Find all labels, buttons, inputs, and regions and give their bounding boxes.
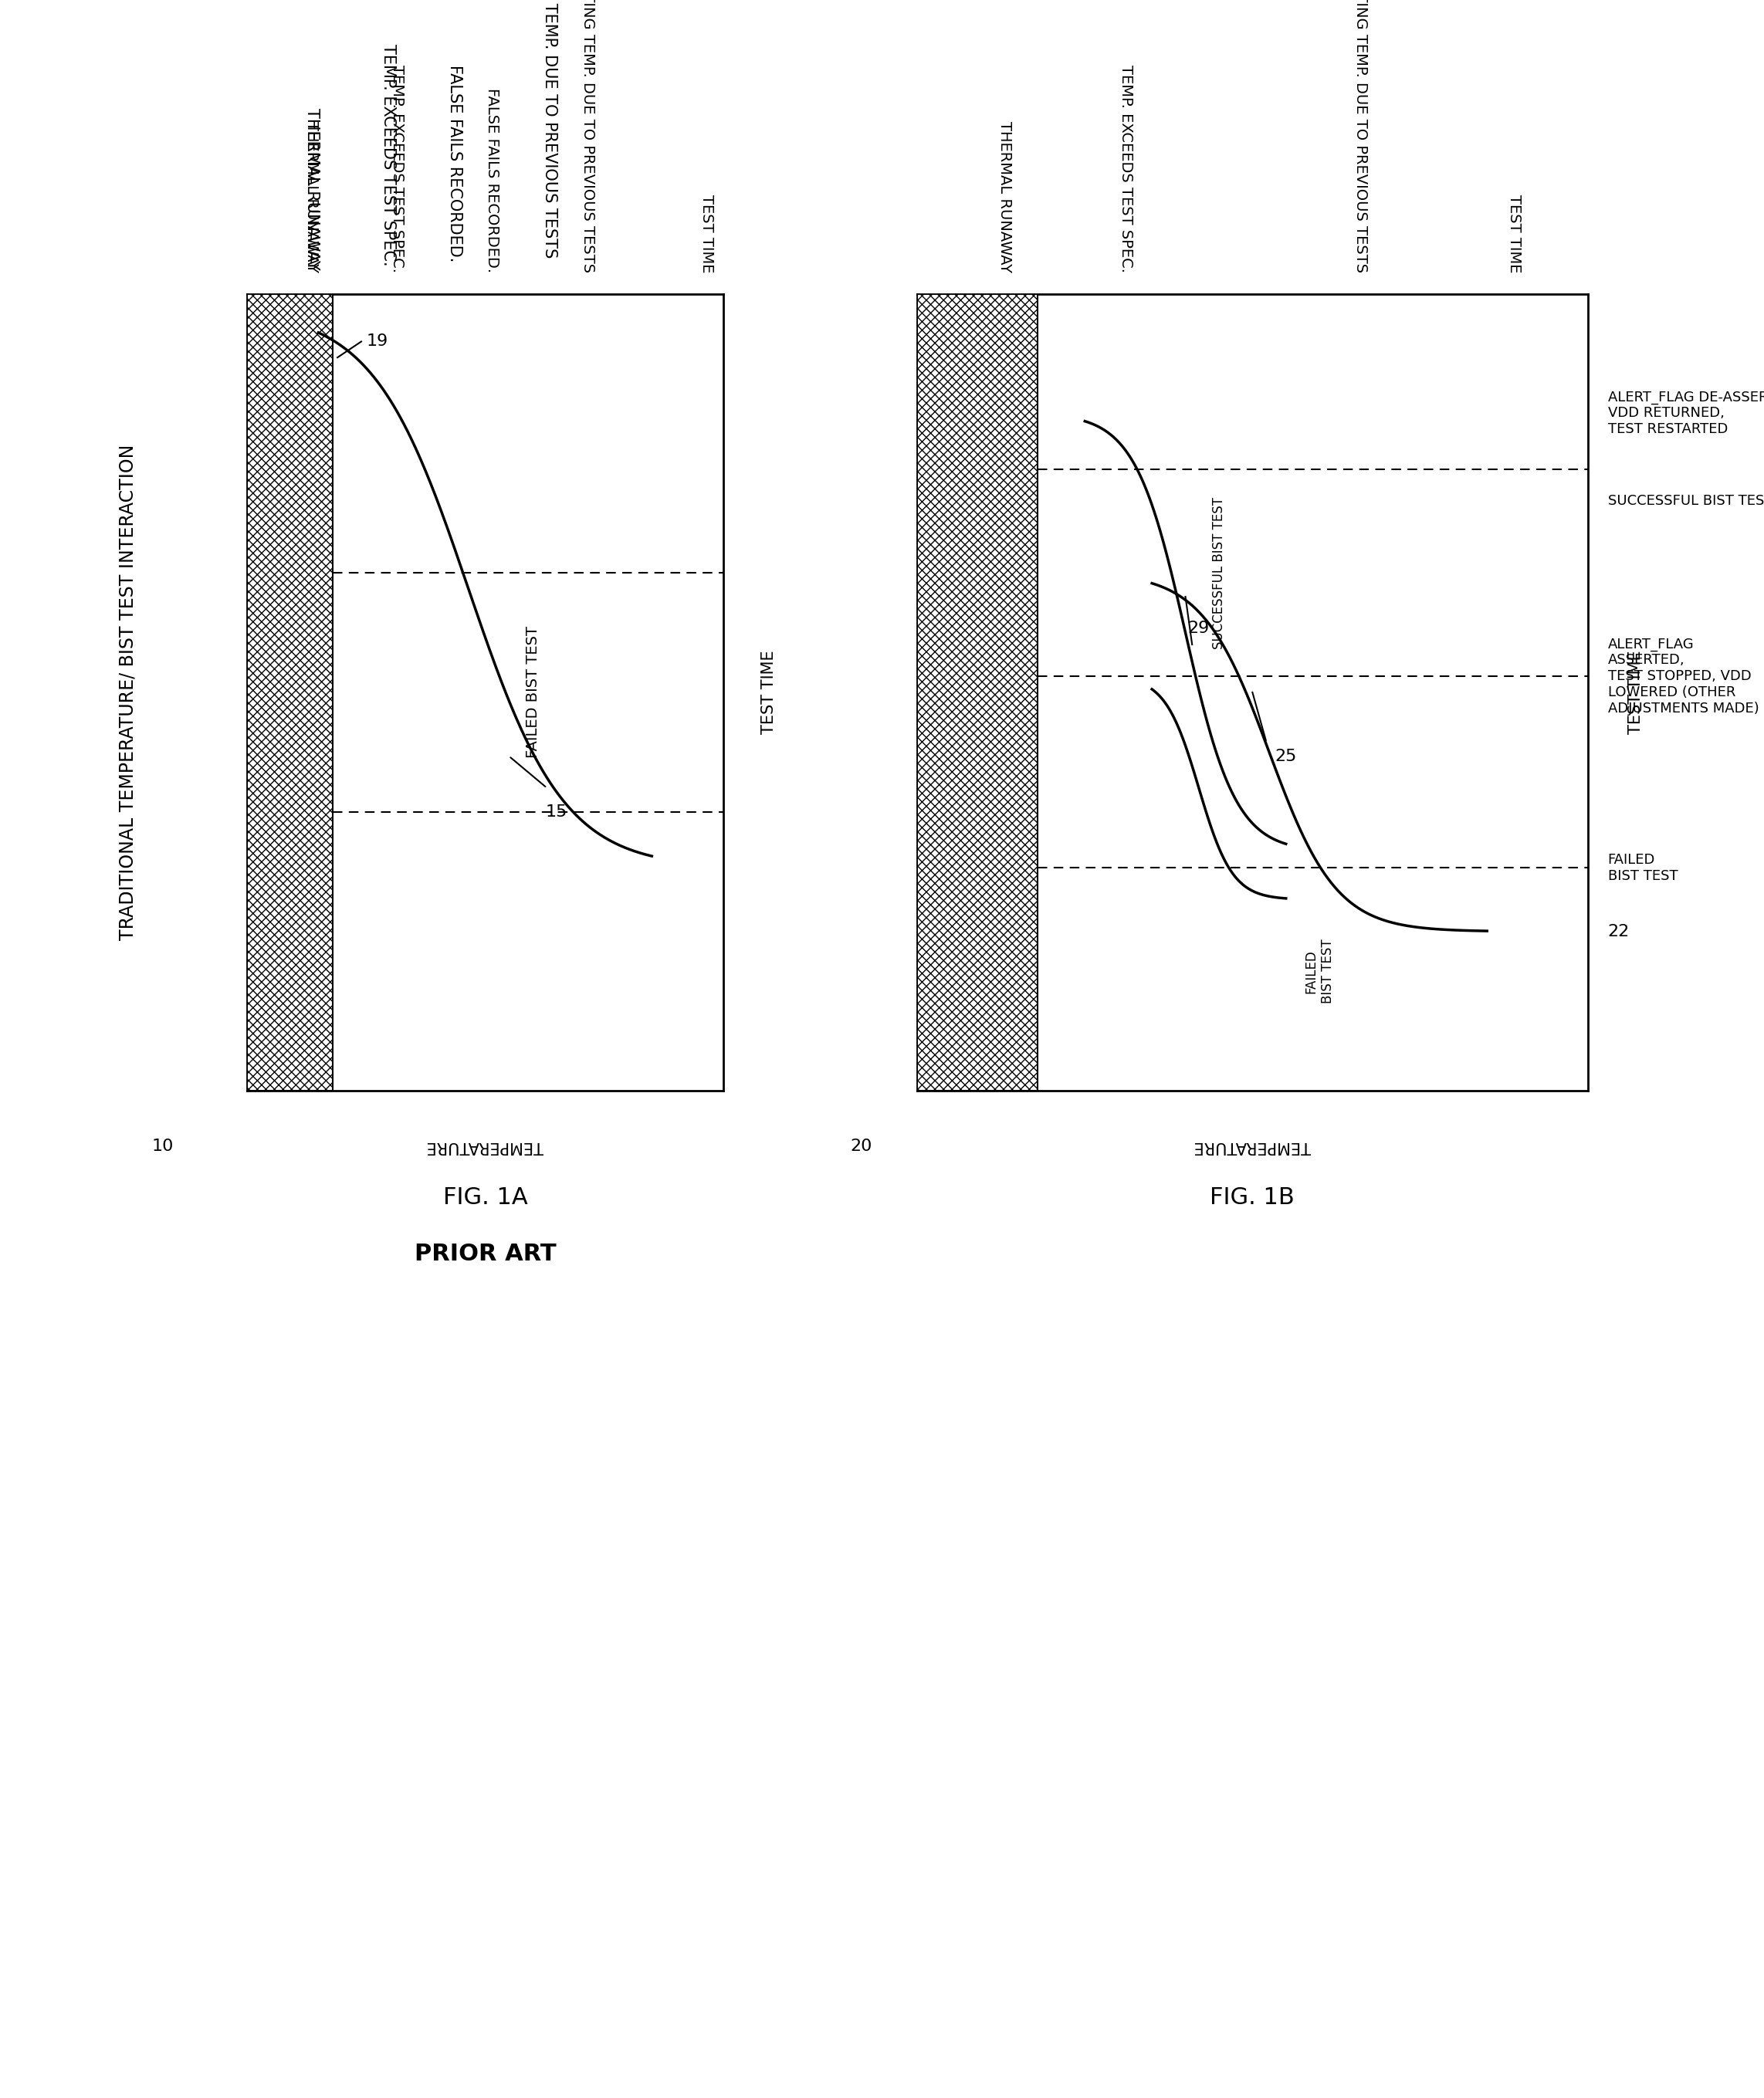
Text: TEMP. EXCEEDS TEST SPEC.: TEMP. EXCEEDS TEST SPEC. <box>381 44 395 266</box>
Text: TEST TIME: TEST TIME <box>1506 195 1522 273</box>
Bar <box>247 294 333 1091</box>
Text: STARTING TEMP. DUE TO PREVIOUS TESTS: STARTING TEMP. DUE TO PREVIOUS TESTS <box>1353 0 1367 273</box>
Text: 25: 25 <box>1275 749 1297 764</box>
Text: 29: 29 <box>1187 621 1210 636</box>
Text: FALSE FAILS RECORDED.: FALSE FAILS RECORDED. <box>485 88 499 273</box>
Text: TEMP. EXCEEDS TEST SPEC.: TEMP. EXCEEDS TEST SPEC. <box>1118 65 1132 273</box>
Text: STARTING TEMP. DUE TO PREVIOUS TESTS: STARTING TEMP. DUE TO PREVIOUS TESTS <box>542 0 557 258</box>
Text: FAILED BIST TEST: FAILED BIST TEST <box>526 627 540 757</box>
Text: ALERT_FLAG
ASSERTED,
TEST STOPPED, VDD
LOWERED (OTHER
ADJUSTMENTS MADE): ALERT_FLAG ASSERTED, TEST STOPPED, VDD L… <box>1607 638 1759 715</box>
Bar <box>917 294 1037 1091</box>
Text: TEST TIME: TEST TIME <box>762 650 776 734</box>
Text: PRIOR ART: PRIOR ART <box>415 1242 556 1265</box>
Bar <box>917 294 1037 1091</box>
Text: 15: 15 <box>545 804 568 820</box>
Text: ALERT_FLAG DE-ASSERTED,
VDD RETURNED,
TEST RESTARTED: ALERT_FLAG DE-ASSERTED, VDD RETURNED, TE… <box>1607 390 1764 436</box>
Text: 20: 20 <box>850 1139 871 1154</box>
Text: TEMPERATURE: TEMPERATURE <box>1194 1139 1311 1154</box>
Text: 10: 10 <box>152 1139 173 1154</box>
Text: THERMAL RUNAWAY: THERMAL RUNAWAY <box>303 122 319 273</box>
Text: SUCCESSFUL BIST TEST: SUCCESSFUL BIST TEST <box>1607 493 1764 508</box>
Text: 22: 22 <box>1607 923 1630 940</box>
Text: STARTING TEMP. DUE TO PREVIOUS TESTS: STARTING TEMP. DUE TO PREVIOUS TESTS <box>580 0 594 273</box>
Text: TEST TIME: TEST TIME <box>1628 650 1644 734</box>
Text: TEST TIME: TEST TIME <box>699 195 714 273</box>
Text: 19: 19 <box>367 334 388 348</box>
Text: THERMAL RUNAWAY: THERMAL RUNAWAY <box>998 122 1013 273</box>
Text: FALSE FAILS RECORDED.: FALSE FAILS RECORDED. <box>446 65 462 262</box>
Text: FAILED
BIST TEST: FAILED BIST TEST <box>1607 852 1678 883</box>
Text: FAILED
BIST TEST: FAILED BIST TEST <box>1305 940 1334 1003</box>
Text: SUCCESSFUL BIST TEST: SUCCESSFUL BIST TEST <box>1212 497 1226 648</box>
Text: TEMP. EXCEEDS TEST SPEC.: TEMP. EXCEEDS TEST SPEC. <box>390 65 404 273</box>
Bar <box>247 294 333 1091</box>
Text: TEMPERATURE: TEMPERATURE <box>427 1139 543 1154</box>
Text: TRADITIONAL TEMPERATURE/ BIST TEST INTERACTION: TRADITIONAL TEMPERATURE/ BIST TEST INTER… <box>118 445 138 940</box>
Text: THERMAL RUNAWAY: THERMAL RUNAWAY <box>303 107 319 271</box>
Text: FIG. 1A: FIG. 1A <box>443 1187 527 1208</box>
Text: FIG. 1B: FIG. 1B <box>1210 1187 1295 1208</box>
